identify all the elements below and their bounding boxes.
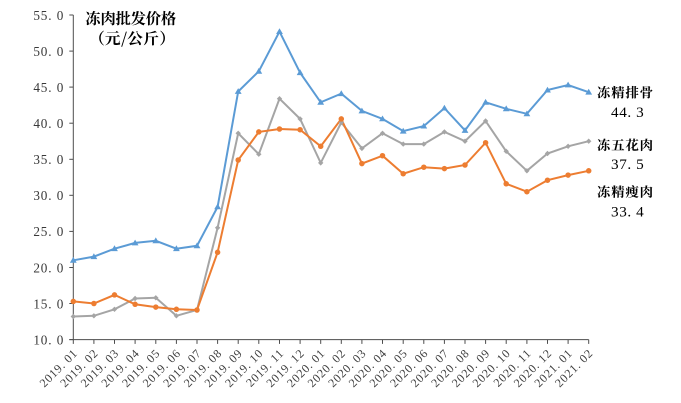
svg-text:33. 4: 33. 4 <box>611 204 644 221</box>
svg-text:15. 0: 15. 0 <box>33 296 64 311</box>
svg-text:37. 5: 37. 5 <box>611 156 644 173</box>
svg-text:40. 0: 40. 0 <box>33 116 64 131</box>
svg-text:55. 0: 55. 0 <box>33 8 64 23</box>
svg-text:50. 0: 50. 0 <box>33 44 64 59</box>
svg-text:45. 0: 45. 0 <box>33 80 64 95</box>
svg-text:35. 0: 35. 0 <box>33 152 64 167</box>
svg-text:30. 0: 30. 0 <box>33 188 64 203</box>
svg-text:25. 0: 25. 0 <box>33 224 64 239</box>
svg-text:44. 3: 44. 3 <box>611 104 644 121</box>
svg-text:10. 0: 10. 0 <box>33 332 64 347</box>
svg-text:20. 0: 20. 0 <box>33 260 64 275</box>
